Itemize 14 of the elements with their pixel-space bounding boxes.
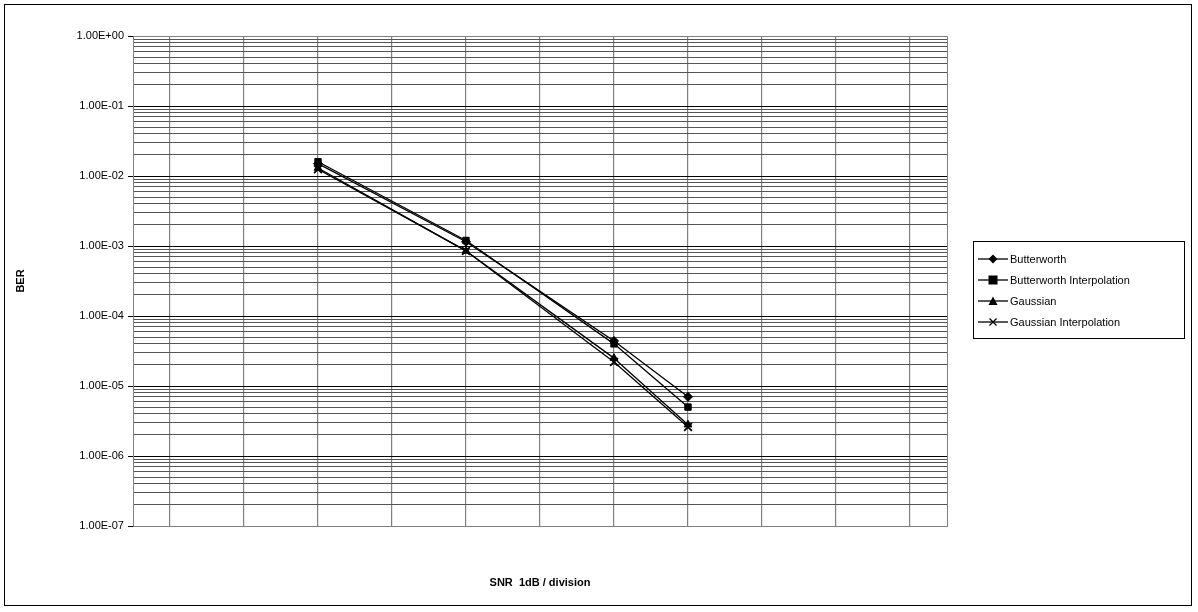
y-tick-label: 1.00E-04 bbox=[79, 309, 124, 322]
y-tick-label: 1.00E-03 bbox=[79, 239, 124, 252]
y-tick-label: 1.00E-05 bbox=[79, 379, 124, 392]
legend-label: Butterworth Interpolation bbox=[1010, 273, 1130, 286]
legend-label: Butterworth bbox=[1010, 252, 1067, 265]
y-tick-label: 1.00E-06 bbox=[79, 449, 124, 462]
x-axis-title: SNR 1dB / division bbox=[489, 576, 591, 589]
legend-label: Gaussian Interpolation bbox=[1010, 315, 1121, 328]
y-tick-label: 1.00E-02 bbox=[79, 169, 124, 182]
y-tick-label: 1.00E+00 bbox=[76, 29, 124, 42]
y-tick-label: 1.00E-07 bbox=[79, 519, 124, 532]
legend-label: Gaussian bbox=[1010, 294, 1057, 307]
y-axis-title: BER bbox=[13, 269, 26, 293]
y-tick-label: 1.00E-01 bbox=[79, 99, 124, 112]
